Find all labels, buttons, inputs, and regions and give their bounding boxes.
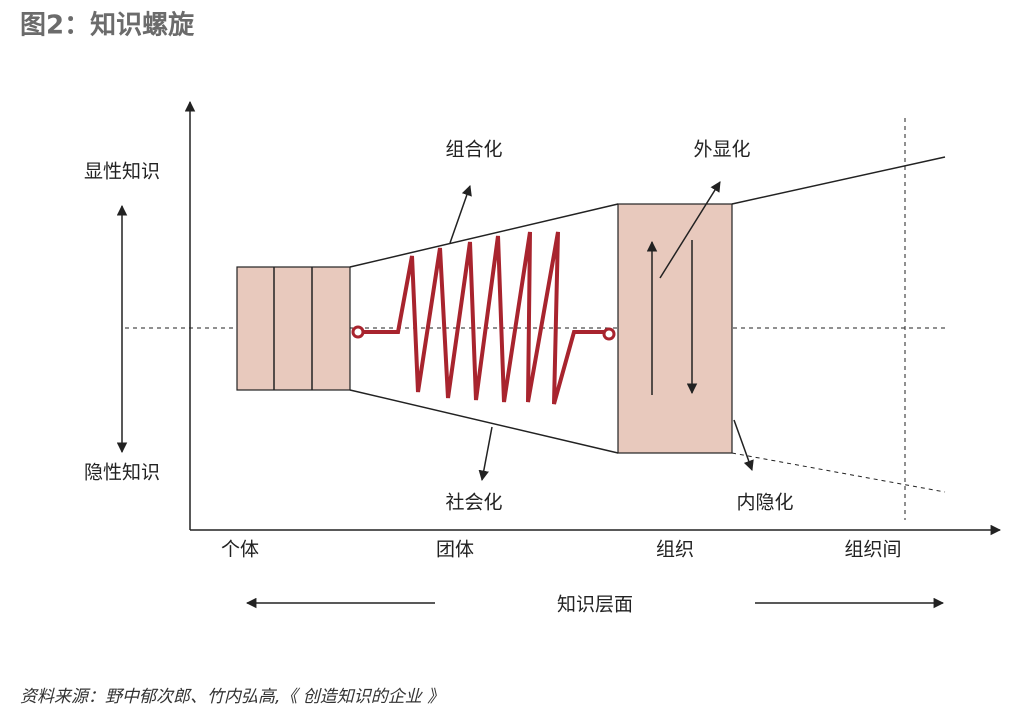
level-label: 个体 [221,539,259,561]
level-label: 组织间 [844,539,901,561]
individual-box [236,266,351,391]
process-label: 外显化 [693,139,750,161]
funnel-line [349,389,619,454]
organization-box [617,203,733,454]
process-arrow [659,181,721,279]
process-arrow [449,185,472,244]
explicit-label: 显性知识 [84,161,160,183]
process-arrow [733,419,754,471]
source: 资料来源：野中郁次郎、竹内弘高,《 创造知识的企业 》 [20,687,444,707]
spiral-end [351,325,365,339]
process-label: 组合化 [445,139,502,161]
process-label: 内隐化 [736,492,793,514]
funnel-line [349,203,619,268]
funnel-line [731,156,946,205]
level-label: 团体 [436,539,474,561]
spiral-end [602,327,616,341]
level-label: 组织 [656,539,694,561]
tacit-label: 隐性知识 [84,462,160,484]
knowledge-spiral [362,231,604,405]
funnel-line [731,452,946,493]
title: 图2：知识螺旋 [20,11,195,41]
process-arrow [478,426,493,482]
process-label: 社会化 [445,492,502,514]
x-axis-title: 知识层面 [557,594,633,616]
